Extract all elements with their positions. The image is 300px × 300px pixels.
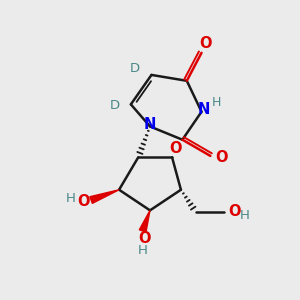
- Text: O: O: [138, 231, 150, 246]
- Text: D: D: [110, 99, 120, 112]
- Polygon shape: [90, 190, 119, 203]
- Text: O: O: [229, 204, 241, 219]
- Text: O: O: [169, 141, 182, 156]
- Text: D: D: [130, 62, 140, 75]
- Text: N: N: [144, 117, 156, 132]
- Text: O: O: [77, 194, 89, 209]
- Text: O: O: [215, 150, 228, 165]
- Text: H: H: [212, 96, 221, 109]
- Text: O: O: [199, 36, 211, 51]
- Text: H: H: [240, 209, 250, 222]
- Text: H: H: [66, 192, 75, 205]
- Text: H: H: [138, 244, 148, 256]
- Text: N: N: [198, 102, 210, 117]
- Polygon shape: [139, 210, 150, 232]
